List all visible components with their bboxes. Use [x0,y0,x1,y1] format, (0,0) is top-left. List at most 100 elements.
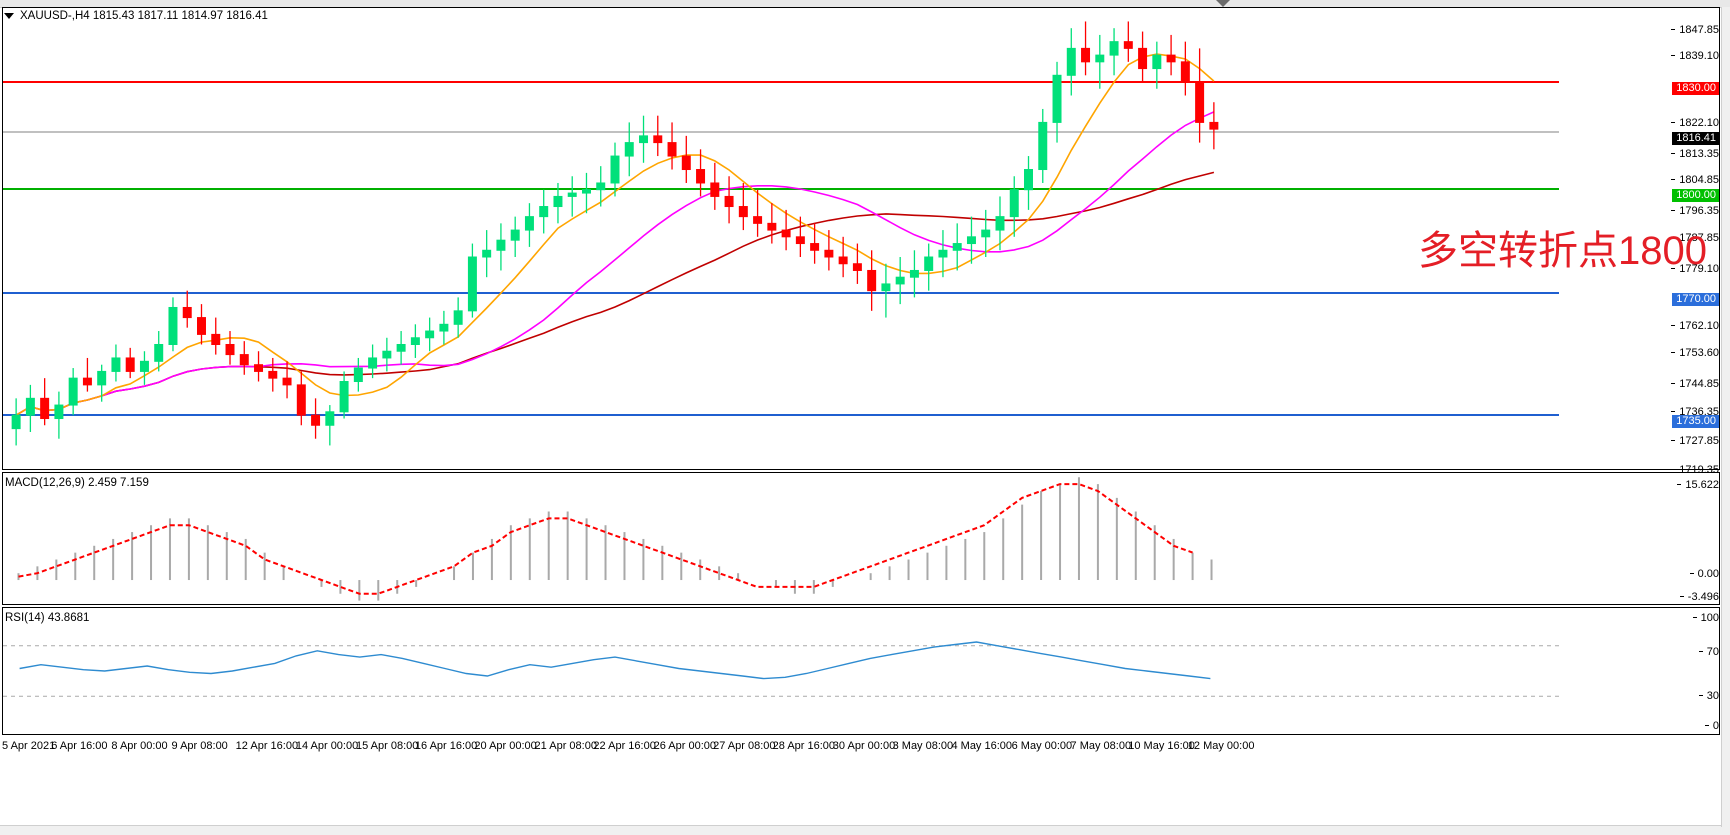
candle-body [653,135,663,144]
candle-body [524,216,534,231]
support-1735-tag[interactable]: 1735.00 [1672,415,1719,428]
candle-body [197,317,206,335]
price-tick-label: 1753.60 [1671,348,1719,359]
candle-body [410,337,420,345]
candle-body [667,142,677,157]
rsi-panel[interactable]: 100 70 30 0 [2,607,1720,735]
candle-body [539,206,549,218]
macd-axis: 15.622 0.00 -3.496 [1559,473,1719,604]
candle-body [795,236,805,245]
candle-body [966,236,976,245]
candle-body [254,364,264,372]
candle-body [1066,47,1076,76]
candle-body [724,195,734,208]
symbol-ohlc-label: XAUUSD-,H4 1815.43 1817.11 1814.97 1816.… [20,10,268,22]
candle-body [624,142,634,157]
time-axis-label: 4 May 16:00 [951,740,1013,752]
candle-body [567,192,577,197]
candle-body [311,414,321,426]
time-axis-label: 15 Apr 08:00 [355,740,419,752]
time-axis-label: 10 May 16:00 [1128,740,1195,752]
candle-body [353,367,363,383]
candle-body [268,370,278,379]
price-tick-label: 1727.85 [1671,436,1719,447]
time-axis-label: 21 Apr 08:00 [534,740,597,752]
candle-body [396,343,406,352]
candle-body [952,243,962,251]
candle-body [1095,54,1105,63]
pivot-1800-tag[interactable]: 1800.00 [1672,189,1719,202]
candle-body [439,323,449,332]
price-tick-label: 1719.35 [1671,465,1719,476]
macd-panel[interactable]: 15.622 0.00 -3.496 [2,472,1720,605]
caret-down-icon[interactable] [1216,0,1230,7]
candle-body [810,243,820,251]
candle-body [1052,74,1062,123]
rsi-label: RSI(14) 43.8681 [5,612,90,624]
candle-body [938,249,948,258]
candle-body [895,276,905,285]
candle-body [68,377,78,406]
time-axis-label: 27 Apr 08:00 [713,740,776,752]
candle-body [339,381,349,413]
candle-body [1081,47,1091,63]
candle-body [824,249,834,258]
moving-average-line [15,53,1215,416]
time-axis-label: 30 Apr 00:00 [832,740,896,752]
candle-body [1152,54,1162,70]
candle-body [924,256,934,271]
caret-down-icon[interactable] [4,13,14,19]
candle-body [111,357,121,372]
candle-body [781,229,791,238]
price-tick-label: 1787.85 [1671,233,1719,244]
time-axis-label: 22 Apr 16:00 [593,740,656,752]
candle-body [82,377,92,386]
candle-body [581,189,591,194]
candle-body [610,155,620,184]
candle-body [168,306,178,345]
vertical-scrollbar[interactable] [1721,7,1730,827]
price-tick-label: 1839.10 [1671,51,1719,62]
candle-body [981,229,991,238]
candle-body [1138,47,1148,70]
rsi-plot [3,641,1561,697]
candle-body [881,283,891,292]
candle-body [11,414,21,430]
price-tick-label: 1796.35 [1671,206,1719,217]
candle-body [639,135,649,144]
resistance-1830-tag[interactable]: 1830.00 [1672,82,1719,95]
price-tick-label: 1779.10 [1671,264,1719,275]
price-tick-label: 1822.10 [1671,118,1719,129]
candle-body [553,195,563,208]
rsi-tick-label: 100 [1692,613,1719,624]
candle-body [425,330,435,339]
time-axis[interactable]: 5 Apr 2021 6 Apr 16:00 8 Apr 00:00 9 Apr 08… [0,740,1558,758]
price-tick-label: 1762.10 [1671,321,1719,332]
macd-signal-line [18,483,1193,595]
candle-body [1209,121,1219,130]
candle-body [125,357,135,372]
candle-body [211,333,221,345]
candle-body [25,397,35,416]
price-chart-panel[interactable]: 1847.85 1839.10 1822.10 1813.35 1804.85 1796.… [2,7,1720,476]
time-axis-label: 12 May 00:00 [1187,740,1255,752]
symbol-info-bar: XAUUSD-,H4 1815.43 1817.11 1814.97 1816.… [0,8,268,24]
current-price-1816-tag[interactable]: 1816.41 [1672,132,1719,145]
candle-body [867,269,877,292]
price-axis[interactable]: 1847.85 1839.10 1822.10 1813.35 1804.85 1796.… [1559,8,1719,476]
price-tick-label: 1744.85 [1671,379,1719,390]
candle-body [1109,41,1119,56]
macd-label: MACD(12,26,9) 2.459 7.159 [5,477,149,489]
candle-body [225,343,235,356]
macd-tick-label: 15.622 [1677,480,1719,491]
candle-body [182,306,192,319]
time-axis-label: 9 Apr 08:00 [171,740,228,752]
macd-plot [17,477,1213,601]
candle-body [325,411,335,426]
support-1770-tag[interactable]: 1770.00 [1672,293,1719,306]
candle-body [97,370,107,386]
time-axis-label: 14 Apr 00:00 [295,740,359,752]
rsi-tick-label: 70 [1698,647,1719,658]
time-axis-label: 8 Apr 00:00 [111,740,168,752]
